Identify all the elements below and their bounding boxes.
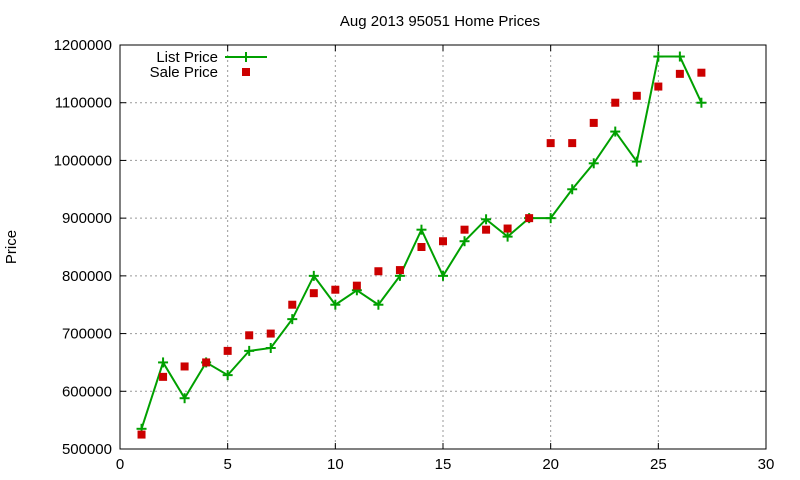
data-point	[137, 430, 146, 439]
data-point	[675, 69, 684, 78]
x-tick-label: 30	[758, 456, 775, 473]
data-point	[308, 270, 319, 281]
data-point	[525, 214, 534, 223]
series-sale-price	[137, 68, 706, 439]
series-list-price	[136, 51, 707, 434]
series	[136, 51, 707, 439]
x-tick-label: 25	[650, 456, 667, 473]
y-tick-label: 600000	[62, 383, 112, 400]
x-tick-label: 15	[435, 456, 452, 473]
legend-item-list-price: List Price	[156, 49, 267, 66]
chart-title: Aug 2013 95051 Home Prices	[340, 13, 540, 30]
data-point	[482, 225, 491, 234]
data-point	[502, 231, 513, 242]
y-tick-label: 1200000	[54, 37, 112, 54]
data-point	[697, 68, 706, 77]
data-point	[374, 267, 383, 276]
data-point	[265, 343, 276, 353]
data-point	[202, 358, 211, 367]
data-point	[589, 118, 598, 127]
legend-label: Sale Price	[150, 64, 218, 81]
data-point	[568, 139, 577, 148]
y-axis-label: Price	[3, 230, 20, 264]
data-point	[545, 213, 556, 224]
data-point	[309, 289, 318, 298]
data-point	[395, 266, 404, 275]
data-point	[331, 285, 340, 294]
data-point	[588, 158, 599, 169]
x-tick-label: 5	[223, 456, 231, 473]
data-point	[417, 243, 426, 251]
series-line	[140, 55, 703, 430]
legend-label: List Price	[156, 49, 218, 66]
data-point	[159, 372, 168, 381]
data-point	[567, 184, 578, 195]
data-point	[481, 214, 492, 225]
legend-marker	[241, 52, 251, 62]
x-tick-labels: 0 5 10 15 20 25 30	[116, 456, 775, 473]
data-point	[179, 393, 190, 404]
y-tick-label: 1100000	[55, 95, 112, 112]
data-point	[459, 236, 470, 247]
data-point	[287, 314, 298, 325]
grid-lines	[120, 45, 766, 449]
data-point	[439, 237, 447, 246]
data-point	[610, 126, 621, 137]
data-point	[674, 51, 685, 62]
data-point	[416, 224, 427, 235]
data-point	[373, 299, 384, 310]
x-tick-label: 0	[116, 456, 124, 473]
data-point	[266, 329, 275, 338]
data-point	[632, 91, 641, 100]
data-point	[631, 156, 642, 167]
data-point	[611, 98, 620, 107]
legend-item-sale-price: Sale Price	[150, 64, 250, 81]
data-point	[158, 357, 169, 368]
data-point	[180, 362, 189, 371]
data-point	[352, 281, 361, 290]
y-tick-label: 900000	[62, 210, 112, 227]
data-point	[330, 299, 341, 310]
y-tick-label: 700000	[62, 326, 112, 343]
data-point	[244, 345, 255, 356]
data-point	[654, 82, 663, 91]
legend-marker	[242, 68, 250, 76]
y-tick-labels: 500000 600000 700000 800000 900000 1000000 110…	[54, 37, 112, 458]
data-point	[696, 97, 707, 108]
data-point	[653, 51, 664, 62]
axes	[119, 44, 767, 450]
data-point	[546, 139, 555, 148]
data-point	[222, 370, 233, 381]
data-point	[503, 224, 512, 233]
x-tick-label: 10	[327, 456, 344, 473]
data-point	[223, 346, 232, 355]
data-point	[460, 225, 469, 234]
y-tick-label: 1000000	[54, 152, 112, 169]
x-tick-label: 20	[542, 456, 559, 473]
y-tick-label: 500000	[62, 441, 112, 458]
data-point	[288, 300, 297, 309]
data-point	[438, 270, 448, 281]
data-point	[245, 331, 254, 340]
y-tick-label: 800000	[62, 268, 112, 285]
